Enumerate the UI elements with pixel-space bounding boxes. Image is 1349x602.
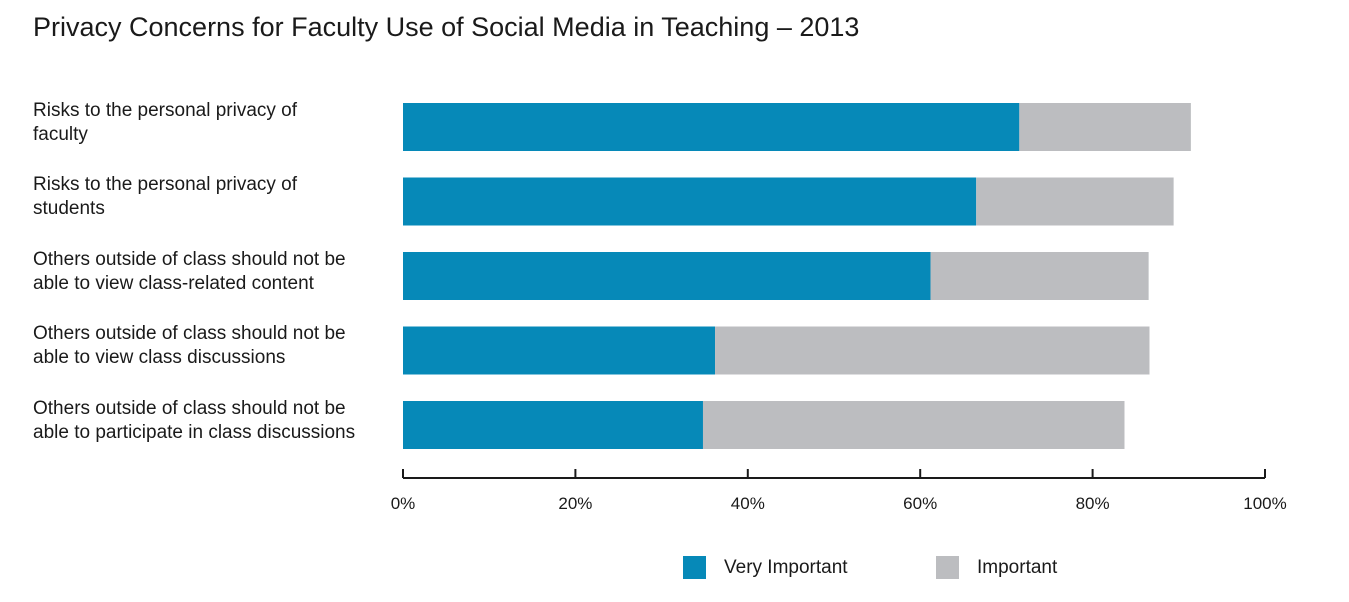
legend-swatch bbox=[683, 556, 706, 579]
category-label-line: faculty bbox=[33, 124, 88, 145]
category-label-line: Others outside of class should not be bbox=[33, 398, 346, 419]
category-label-line: Others outside of class should not be bbox=[33, 249, 346, 270]
bar-important bbox=[976, 177, 1174, 226]
category-label: Others outside of class should not be ab… bbox=[33, 397, 393, 445]
bar-very-important bbox=[403, 326, 716, 375]
category-label: Others outside of class should not be ab… bbox=[33, 322, 393, 370]
legend-label: Very Important bbox=[724, 556, 848, 578]
bar-important bbox=[930, 252, 1149, 300]
category-label-line: able to participate in class discussions bbox=[33, 422, 356, 443]
x-tick-label: 0% bbox=[391, 494, 416, 513]
x-tick-label: 40% bbox=[731, 494, 765, 513]
category-label-line: able to view class-related content bbox=[33, 273, 314, 294]
category-label-line: Risks to the personal privacy of bbox=[33, 100, 298, 121]
category-label: Risks to the personal privacy of student… bbox=[33, 173, 393, 221]
legend-item-very-important: Very Important bbox=[683, 556, 848, 579]
category-label: Risks to the personal privacy of faculty bbox=[33, 99, 393, 147]
category-label-line: Risks to the personal privacy of bbox=[33, 174, 298, 195]
category-label-line: Others outside of class should not be bbox=[33, 323, 346, 344]
chart-title: Privacy Concerns for Faculty Use of Soci… bbox=[33, 12, 860, 42]
x-tick-label: 80% bbox=[1076, 494, 1110, 513]
bar-very-important bbox=[403, 177, 977, 226]
bar-very-important bbox=[403, 252, 931, 300]
x-tick-label: 60% bbox=[903, 494, 937, 513]
category-label: Others outside of class should not be ab… bbox=[33, 248, 393, 296]
category-label-line: students bbox=[33, 198, 105, 219]
bar-very-important bbox=[403, 103, 1020, 151]
x-tick-label: 20% bbox=[558, 494, 592, 513]
x-tick-label: 100% bbox=[1243, 494, 1286, 513]
legend-swatch bbox=[936, 556, 959, 579]
category-label-line: able to view class discussions bbox=[33, 347, 286, 368]
bar-important bbox=[1019, 103, 1191, 151]
legend-item-important: Important bbox=[936, 556, 1057, 579]
bar-important bbox=[702, 401, 1125, 449]
legend-label: Important bbox=[977, 556, 1058, 578]
bar-important bbox=[715, 326, 1150, 375]
bar-very-important bbox=[403, 401, 703, 449]
